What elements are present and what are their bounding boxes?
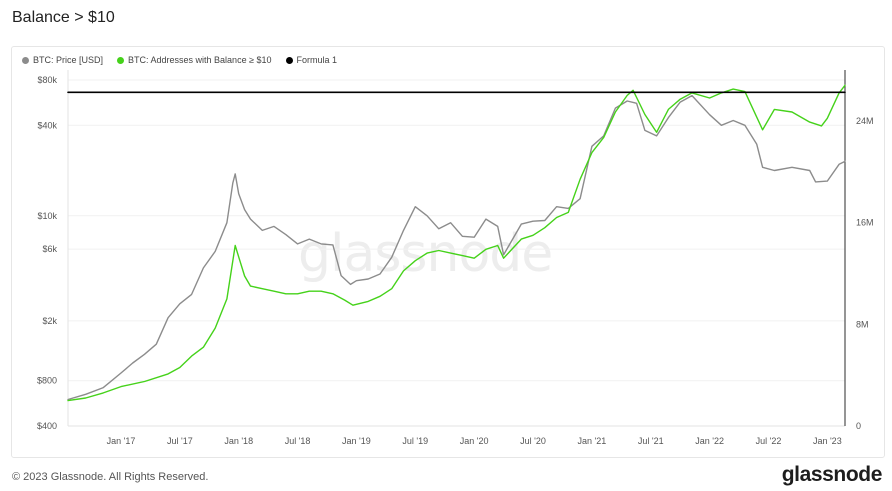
y-left-tick-label: $800 bbox=[37, 376, 57, 386]
chart-legend: BTC: Price [USD] BTC: Addresses with Bal… bbox=[22, 55, 337, 65]
y-left-tick-label: $40k bbox=[37, 120, 57, 130]
copyright-text: © 2023 Glassnode. All Rights Reserved. bbox=[12, 471, 209, 483]
x-tick-label: Jul '18 bbox=[285, 436, 311, 446]
x-tick-label: Jul '22 bbox=[756, 436, 782, 446]
legend-label-addresses: BTC: Addresses with Balance ≥ $10 bbox=[128, 55, 272, 65]
brand-logo[interactable]: glassnode bbox=[781, 463, 883, 486]
legend-label-formula: Formula 1 bbox=[296, 55, 338, 65]
x-tick-label: Jul '19 bbox=[402, 436, 428, 446]
legend-item-formula[interactable]: Formula 1 bbox=[285, 55, 338, 65]
x-tick-label: Jan '21 bbox=[578, 436, 607, 446]
series-line-price bbox=[67, 94, 846, 401]
legend-item-addresses[interactable]: BTC: Addresses with Balance ≥ $10 bbox=[117, 55, 272, 65]
x-tick-label: Jul '17 bbox=[167, 436, 193, 446]
x-tick-label: Jan '17 bbox=[107, 436, 136, 446]
x-tick-label: Jan '23 bbox=[813, 436, 842, 446]
y-left-tick-label: $400 bbox=[37, 421, 57, 431]
legend-dot-icon bbox=[117, 56, 125, 64]
y-left-tick-label: $6k bbox=[42, 244, 57, 254]
x-tick-label: Jan '22 bbox=[695, 436, 724, 446]
y-left-tick-label: $2k bbox=[42, 316, 57, 326]
legend-label-price: BTC: Price [USD] bbox=[33, 55, 104, 65]
x-tick-label: Jul '20 bbox=[520, 436, 546, 446]
series-lines bbox=[67, 84, 846, 402]
x-tick-label: Jan '18 bbox=[224, 436, 253, 446]
x-tick-label: Jul '21 bbox=[638, 436, 664, 446]
y-right-tick-label: 8M bbox=[856, 319, 869, 329]
series-line-addresses bbox=[67, 84, 846, 402]
axes: $80k $40k $10k $6k $2k $800 $400 0 8M 16M 24M Jan '… bbox=[37, 70, 874, 446]
y-left-tick-label: $80k bbox=[37, 75, 57, 85]
page-title: Balance > $10 bbox=[12, 9, 115, 26]
y-right-tick-label: 24M bbox=[856, 116, 874, 126]
y-left-tick-label: $10k bbox=[37, 211, 57, 221]
legend-dot-icon bbox=[22, 56, 29, 64]
legend-dot-icon bbox=[285, 56, 293, 64]
legend-item-price[interactable]: BTC: Price [USD] bbox=[22, 55, 103, 65]
y-right-tick-label: 0 bbox=[856, 421, 861, 431]
x-tick-label: Jan '20 bbox=[460, 436, 489, 446]
y-right-tick-label: 16M bbox=[856, 218, 874, 228]
x-tick-label: Jan '19 bbox=[342, 436, 371, 446]
